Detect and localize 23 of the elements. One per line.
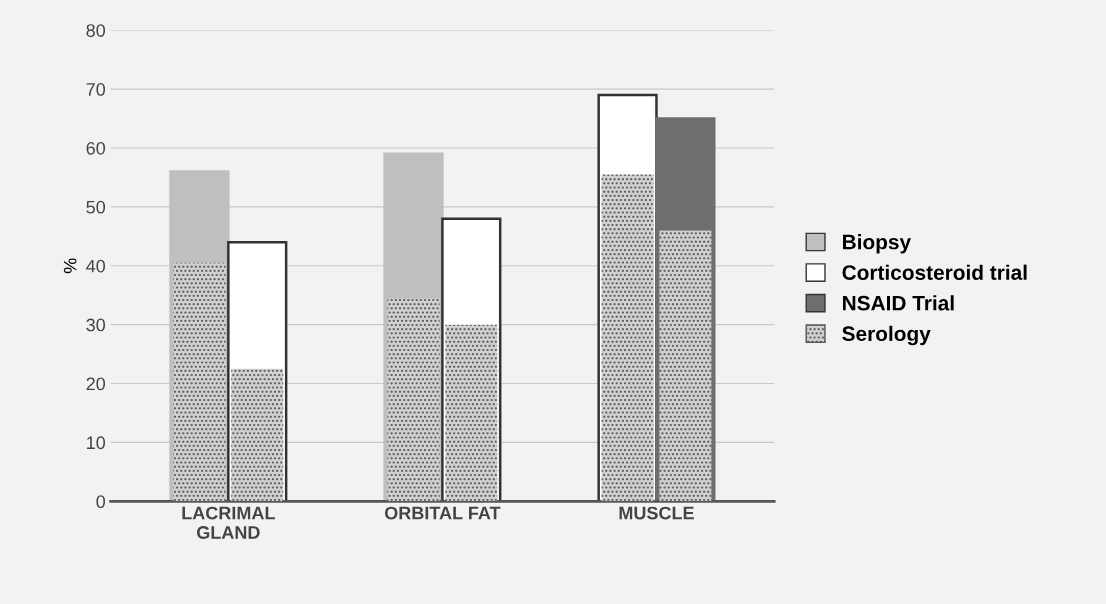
legend-label: Corticosteroid trial: [842, 264, 1027, 280]
bar: [659, 230, 712, 502]
y-tick-label: 40: [86, 259, 106, 273]
y-tick-label: 80: [86, 24, 106, 37]
x-tick-label: MUSCLE: [619, 506, 694, 520]
y-tick-label: 20: [86, 377, 106, 391]
x-tick-label: ORBITAL FAT: [384, 506, 501, 520]
legend-label: Biopsy: [843, 234, 911, 254]
y-axis-title: %: [63, 258, 77, 274]
y-tick-label: 60: [86, 141, 106, 155]
bar: [387, 298, 440, 502]
bar: [445, 324, 498, 502]
bar: [601, 174, 654, 502]
bar: [231, 368, 284, 502]
y-tick-label: 50: [86, 200, 106, 214]
x-tick-label: LACRIMAL GLAND: [182, 506, 275, 539]
y-tick-label: 10: [87, 436, 106, 450]
bar: [173, 262, 226, 502]
y-tick-label: 0: [96, 495, 106, 509]
legend-label: NSAID Trial: [843, 295, 954, 311]
legend-label: Serology: [842, 325, 931, 346]
y-tick-label: 30: [86, 318, 106, 332]
y-tick-label: 70: [86, 83, 106, 96]
